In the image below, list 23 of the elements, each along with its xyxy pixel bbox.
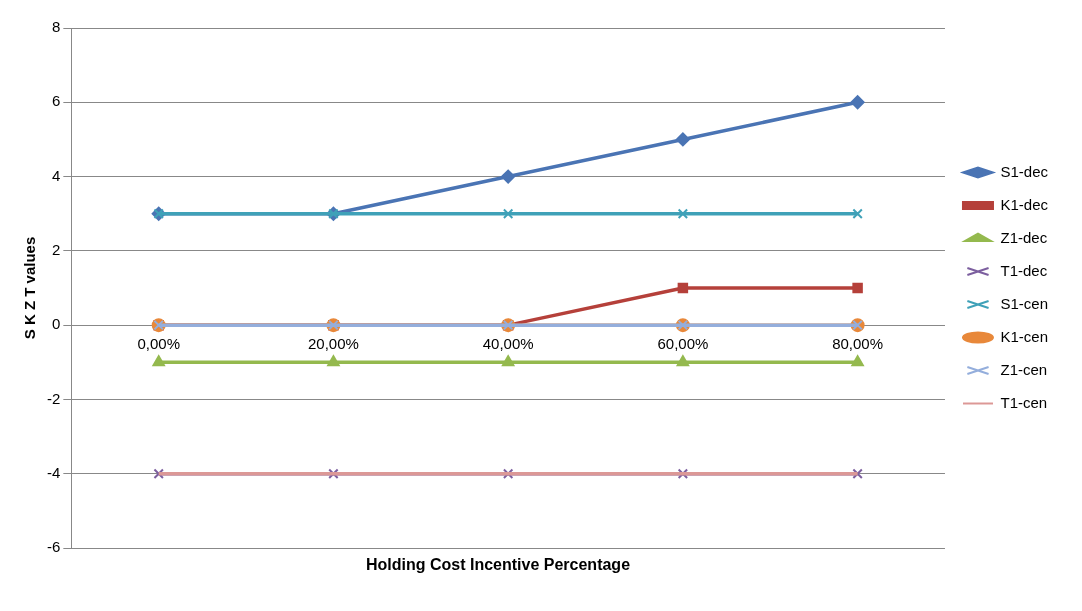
y-tick-label: -2 [46,389,61,407]
y-tick-label: 4 [51,166,61,184]
y-tick-label: 2 [51,241,61,258]
y-axis-title: S K Z T values [21,236,39,340]
x-axis-title: Holding Cost Incentive Percentage [364,556,632,574]
y-tick-label: -4 [46,463,61,481]
legend-label: Z1-cen [1000,360,1048,378]
x-tick-label: 0,00% [137,335,180,353]
x-tick-label: 60,00% [657,335,709,353]
legend-label: K1-dec [1000,195,1049,213]
x-tick-label: 20,00% [307,335,359,353]
legend-label: T1-dec [1000,261,1048,279]
y-tick-label: 8 [51,18,61,36]
legend-label: K1-cen [1000,327,1048,345]
x-tick-label: 40,00% [482,335,534,353]
legend-label: S1-dec [1000,162,1049,180]
x-tick-label: 80,00% [832,335,884,353]
legend-label: Z1-dec [1000,228,1048,246]
y-tick-label: 0 [51,315,61,333]
legend-label: S1-cen [1000,294,1048,312]
legend-label: T1-cen [1000,393,1048,411]
y-tick-label: -6 [46,538,61,556]
y-tick-label: 6 [51,92,61,110]
